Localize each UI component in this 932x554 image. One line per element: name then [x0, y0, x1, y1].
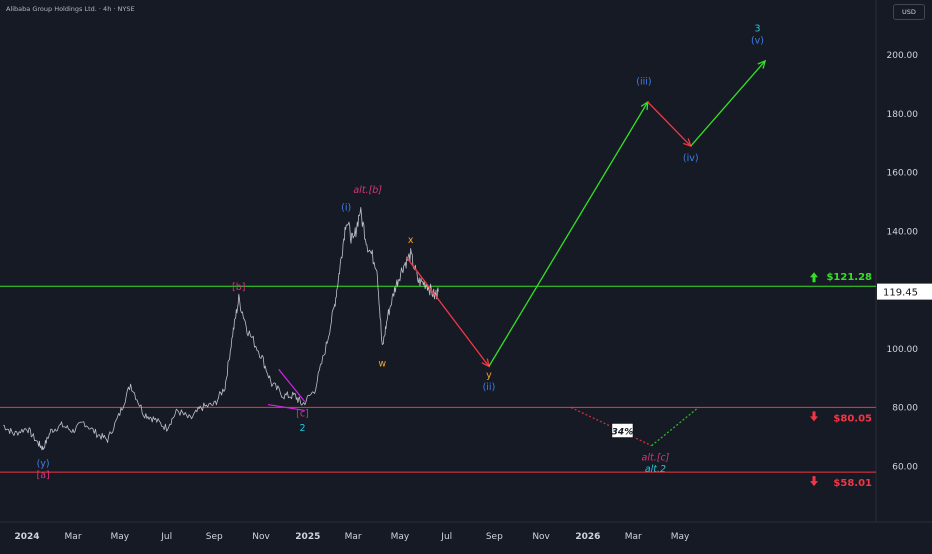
wave-label: (iv) — [683, 153, 699, 164]
wave-label: [b] — [232, 282, 245, 293]
projection-arrowhead-icon — [481, 358, 490, 368]
projection-segment — [651, 406, 699, 447]
x-tick-label: May — [111, 532, 130, 542]
wave-label: (ii) — [483, 382, 496, 393]
wave-label: y — [486, 370, 492, 381]
x-tick-label: May — [671, 532, 690, 542]
wave-label: (y) — [37, 458, 50, 469]
x-tick-label: Jul — [440, 532, 452, 542]
wave-label: alt.[b] — [353, 185, 382, 196]
wave-label: w — [378, 358, 386, 369]
price-level-label: $80.05 — [833, 413, 872, 424]
projection-segment — [690, 60, 766, 147]
x-tick-label: 2026 — [575, 532, 600, 542]
y-tick-label: 160.00 — [887, 169, 919, 179]
projection-segment — [647, 101, 692, 147]
projection-segment — [406, 257, 490, 367]
wedge-lower-line — [267, 403, 305, 412]
probability-badge — [610, 422, 635, 439]
x-tick-label: 2024 — [14, 532, 39, 542]
projection-arrowhead-icon — [640, 100, 649, 111]
y-tick-label: 80.00 — [892, 404, 918, 414]
projection-arrowhead-icon — [683, 138, 692, 148]
price-level-label: $58.01 — [833, 478, 872, 489]
x-tick-label: May — [391, 532, 410, 542]
currency-button[interactable]: USD — [893, 4, 925, 20]
wave-label: 2 — [299, 423, 305, 434]
x-tick-label: Jul — [160, 532, 172, 542]
x-tick-label: Nov — [532, 532, 550, 542]
wedge-upper-line — [278, 368, 306, 403]
y-tick-label: 100.00 — [887, 345, 919, 355]
wave-label: [a] — [36, 470, 49, 481]
wave-label: (i) — [341, 203, 351, 214]
x-tick-label: Nov — [252, 532, 270, 542]
level-down-arrow-icon — [810, 411, 818, 422]
y-tick-label: 200.00 — [887, 51, 919, 61]
price-level-label: $121.28 — [826, 272, 872, 283]
wave-label: x — [408, 235, 414, 246]
level-up-arrow-icon — [810, 272, 818, 283]
wave-label: (v) — [751, 35, 764, 46]
wave-label: (iii) — [636, 76, 651, 87]
probability-badge-text: 34% — [612, 428, 634, 438]
wave-label: [c] — [296, 408, 309, 419]
y-tick-label: 60.00 — [892, 462, 918, 472]
wave-label: alt.[c] — [642, 452, 670, 463]
x-tick-label: Mar — [65, 532, 82, 542]
last-price-label: 119.45 — [883, 288, 918, 299]
x-tick-label: Sep — [206, 532, 223, 542]
chart-header-title: Alibaba Group Holdings Ltd. · 4h · NYSE — [6, 5, 135, 13]
last-price-tag — [877, 283, 932, 300]
projection-segment — [488, 101, 649, 367]
x-tick-label: Sep — [486, 532, 503, 542]
wave-label: 3 — [754, 24, 760, 35]
x-tick-label: Mar — [625, 532, 642, 542]
y-tick-label: 180.00 — [887, 110, 919, 120]
x-tick-label: 2025 — [295, 532, 320, 542]
projection-arrowhead-icon — [757, 59, 767, 69]
level-down-arrow-icon — [810, 476, 818, 487]
y-tick-label: 140.00 — [887, 227, 919, 237]
x-tick-label: Mar — [345, 532, 362, 542]
wave-label: alt.2 — [645, 464, 666, 475]
price-series-line — [3, 207, 439, 451]
